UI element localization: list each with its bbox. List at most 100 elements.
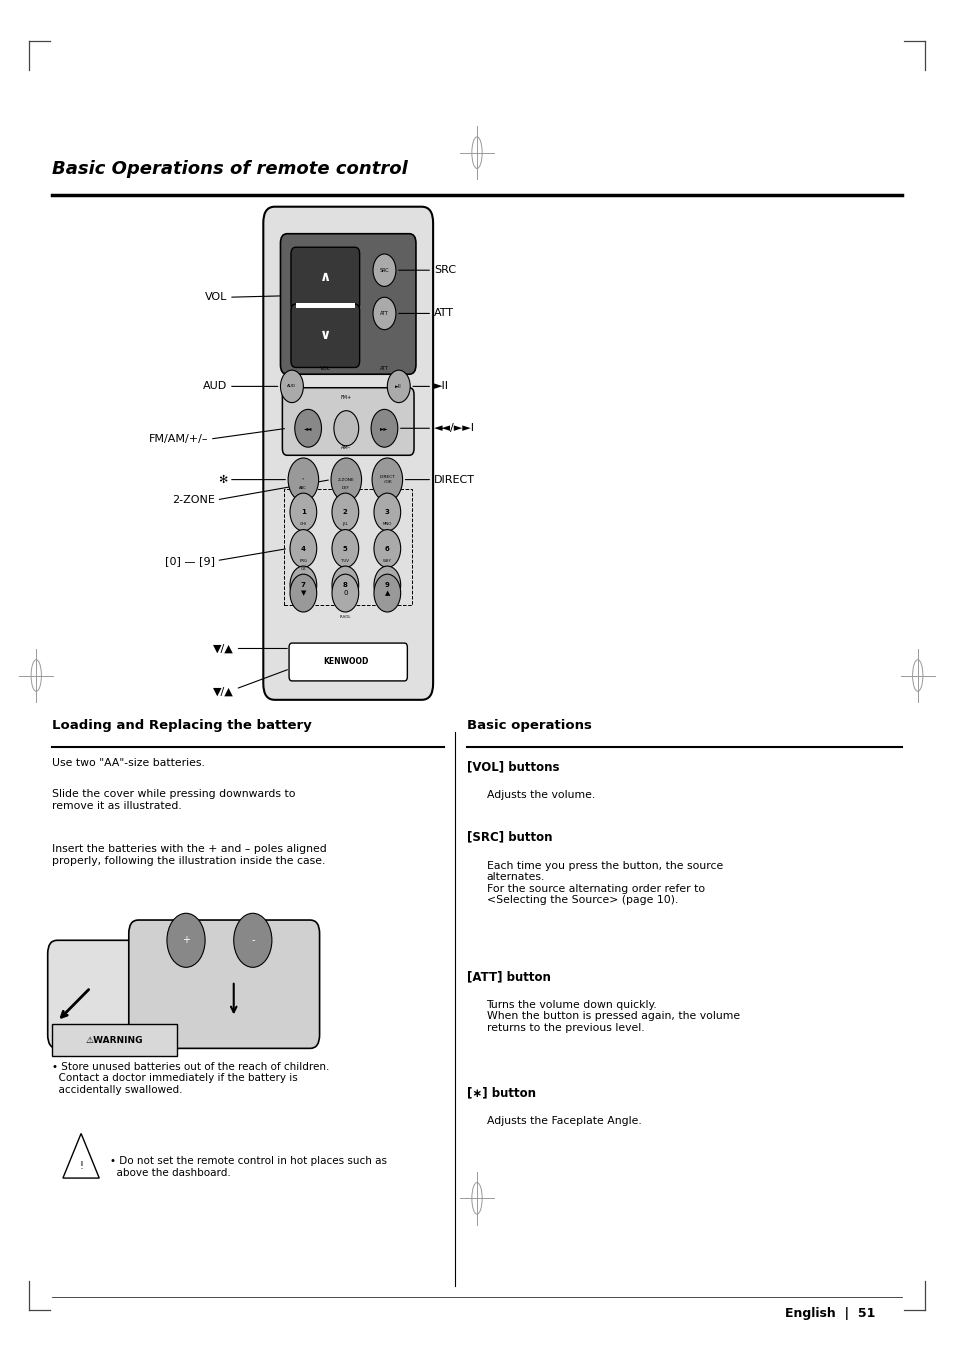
Text: ∧: ∧ [319,270,331,284]
Text: • Do not set the remote control in hot places such as
  above the dashboard.: • Do not set the remote control in hot p… [110,1156,386,1178]
Text: ►►: ►► [380,426,388,431]
Text: Adjusts the volume.: Adjusts the volume. [486,790,594,800]
Circle shape [331,458,361,501]
FancyBboxPatch shape [282,388,414,455]
Circle shape [332,530,358,567]
Text: Adjusts the Faceplate Angle.: Adjusts the Faceplate Angle. [486,1116,640,1125]
Text: English  |  51: English | 51 [784,1306,874,1320]
Circle shape [387,370,410,403]
Text: 0: 0 [343,590,347,596]
Text: !: ! [79,1161,83,1171]
Circle shape [290,493,316,531]
Text: Slide the cover while pressing downwards to
remove it as illustrated.: Slide the cover while pressing downwards… [52,789,295,811]
Text: ►II: ►II [395,384,402,389]
Text: 6: 6 [385,546,389,551]
Circle shape [373,297,395,330]
Text: ATT: ATT [434,308,454,319]
Text: Loading and Replacing the battery: Loading and Replacing the battery [52,719,312,732]
Text: 5: 5 [343,546,347,551]
Text: Basic operations: Basic operations [467,719,592,732]
Text: DEF: DEF [341,486,349,489]
Text: ∨: ∨ [319,328,331,342]
Text: AUD: AUD [287,385,296,388]
Circle shape [167,913,205,967]
Text: OZ: OZ [300,567,306,570]
Text: • Store unused batteries out of the reach of children.
  Contact a doctor immedi: • Store unused batteries out of the reac… [52,1062,330,1096]
Circle shape [280,370,303,403]
Circle shape [334,411,358,446]
Text: MNO: MNO [382,523,392,526]
Text: 1: 1 [300,509,306,515]
Text: 9: 9 [384,582,390,588]
Text: ATT: ATT [379,366,389,372]
Text: ✻: ✻ [217,474,227,485]
Text: +: + [182,935,190,946]
Text: JKL: JKL [342,523,348,526]
FancyBboxPatch shape [291,247,359,311]
Text: ►II: ►II [434,381,449,392]
Circle shape [332,566,358,604]
Circle shape [372,458,402,501]
Text: WXY: WXY [382,559,392,562]
Text: R.VOL: R.VOL [339,616,351,619]
Text: VOL: VOL [319,366,331,372]
Text: FM+: FM+ [340,394,352,400]
FancyBboxPatch shape [129,920,319,1048]
Circle shape [374,493,400,531]
Circle shape [374,566,400,604]
Text: 7: 7 [300,582,306,588]
Text: ▼/▲: ▼/▲ [213,643,233,654]
Text: *: * [302,478,304,481]
Text: ATT: ATT [379,311,389,316]
Circle shape [371,409,397,447]
Text: -: - [251,935,254,946]
FancyBboxPatch shape [291,304,359,367]
Text: VOL: VOL [205,292,227,303]
Text: DIRECT: DIRECT [434,474,475,485]
FancyBboxPatch shape [51,1024,177,1056]
Text: PRG: PRG [299,559,307,562]
Text: ▼: ▼ [300,590,306,596]
Text: GHI: GHI [299,523,307,526]
Text: FM/AM/+/–: FM/AM/+/– [149,434,208,444]
Text: 2-ZONE: 2-ZONE [337,478,355,481]
Circle shape [290,566,316,604]
Text: SRC: SRC [379,267,389,273]
Text: Use two "AA"-size batteries.: Use two "AA"-size batteries. [52,758,205,767]
Circle shape [233,913,272,967]
Text: SRC: SRC [434,265,456,276]
Text: ABC: ABC [299,486,307,489]
Text: [VOL] buttons: [VOL] buttons [467,761,559,774]
Circle shape [332,574,358,612]
Text: 4: 4 [300,546,306,551]
Circle shape [332,493,358,531]
Text: AM–: AM– [341,444,351,450]
Circle shape [373,254,395,286]
Text: Each time you press the button, the source
alternates.
For the source alternatin: Each time you press the button, the sour… [486,861,722,905]
Circle shape [294,409,321,447]
Text: ▼/▲: ▼/▲ [213,686,233,697]
Text: KENWOOD: KENWOOD [323,658,369,666]
Text: ⚠WARNING: ⚠WARNING [86,1036,143,1044]
FancyBboxPatch shape [48,940,176,1048]
Text: Turns the volume down quickly.
When the button is pressed again, the volume
retu: Turns the volume down quickly. When the … [486,1000,739,1034]
Text: [ATT] button: [ATT] button [467,970,551,984]
Text: TUV: TUV [341,559,349,562]
Text: Insert the batteries with the + and – poles aligned
properly, following the illu: Insert the batteries with the + and – po… [52,844,327,866]
Circle shape [288,458,318,501]
Circle shape [290,574,316,612]
Circle shape [374,530,400,567]
Text: 2: 2 [343,509,347,515]
Text: [∗] button: [∗] button [467,1086,536,1100]
Text: Basic Operations of remote control: Basic Operations of remote control [52,161,408,178]
Circle shape [374,574,400,612]
Text: [0] — [9]: [0] — [9] [165,555,214,566]
FancyBboxPatch shape [263,207,433,700]
FancyBboxPatch shape [289,643,407,681]
Text: DIRECT
/OK: DIRECT /OK [379,476,395,484]
FancyBboxPatch shape [295,303,355,308]
FancyBboxPatch shape [280,234,416,374]
Text: ◄◄/►►I: ◄◄/►►I [434,423,475,434]
Text: AUD: AUD [203,381,227,392]
Text: ◄◄: ◄◄ [304,426,312,431]
